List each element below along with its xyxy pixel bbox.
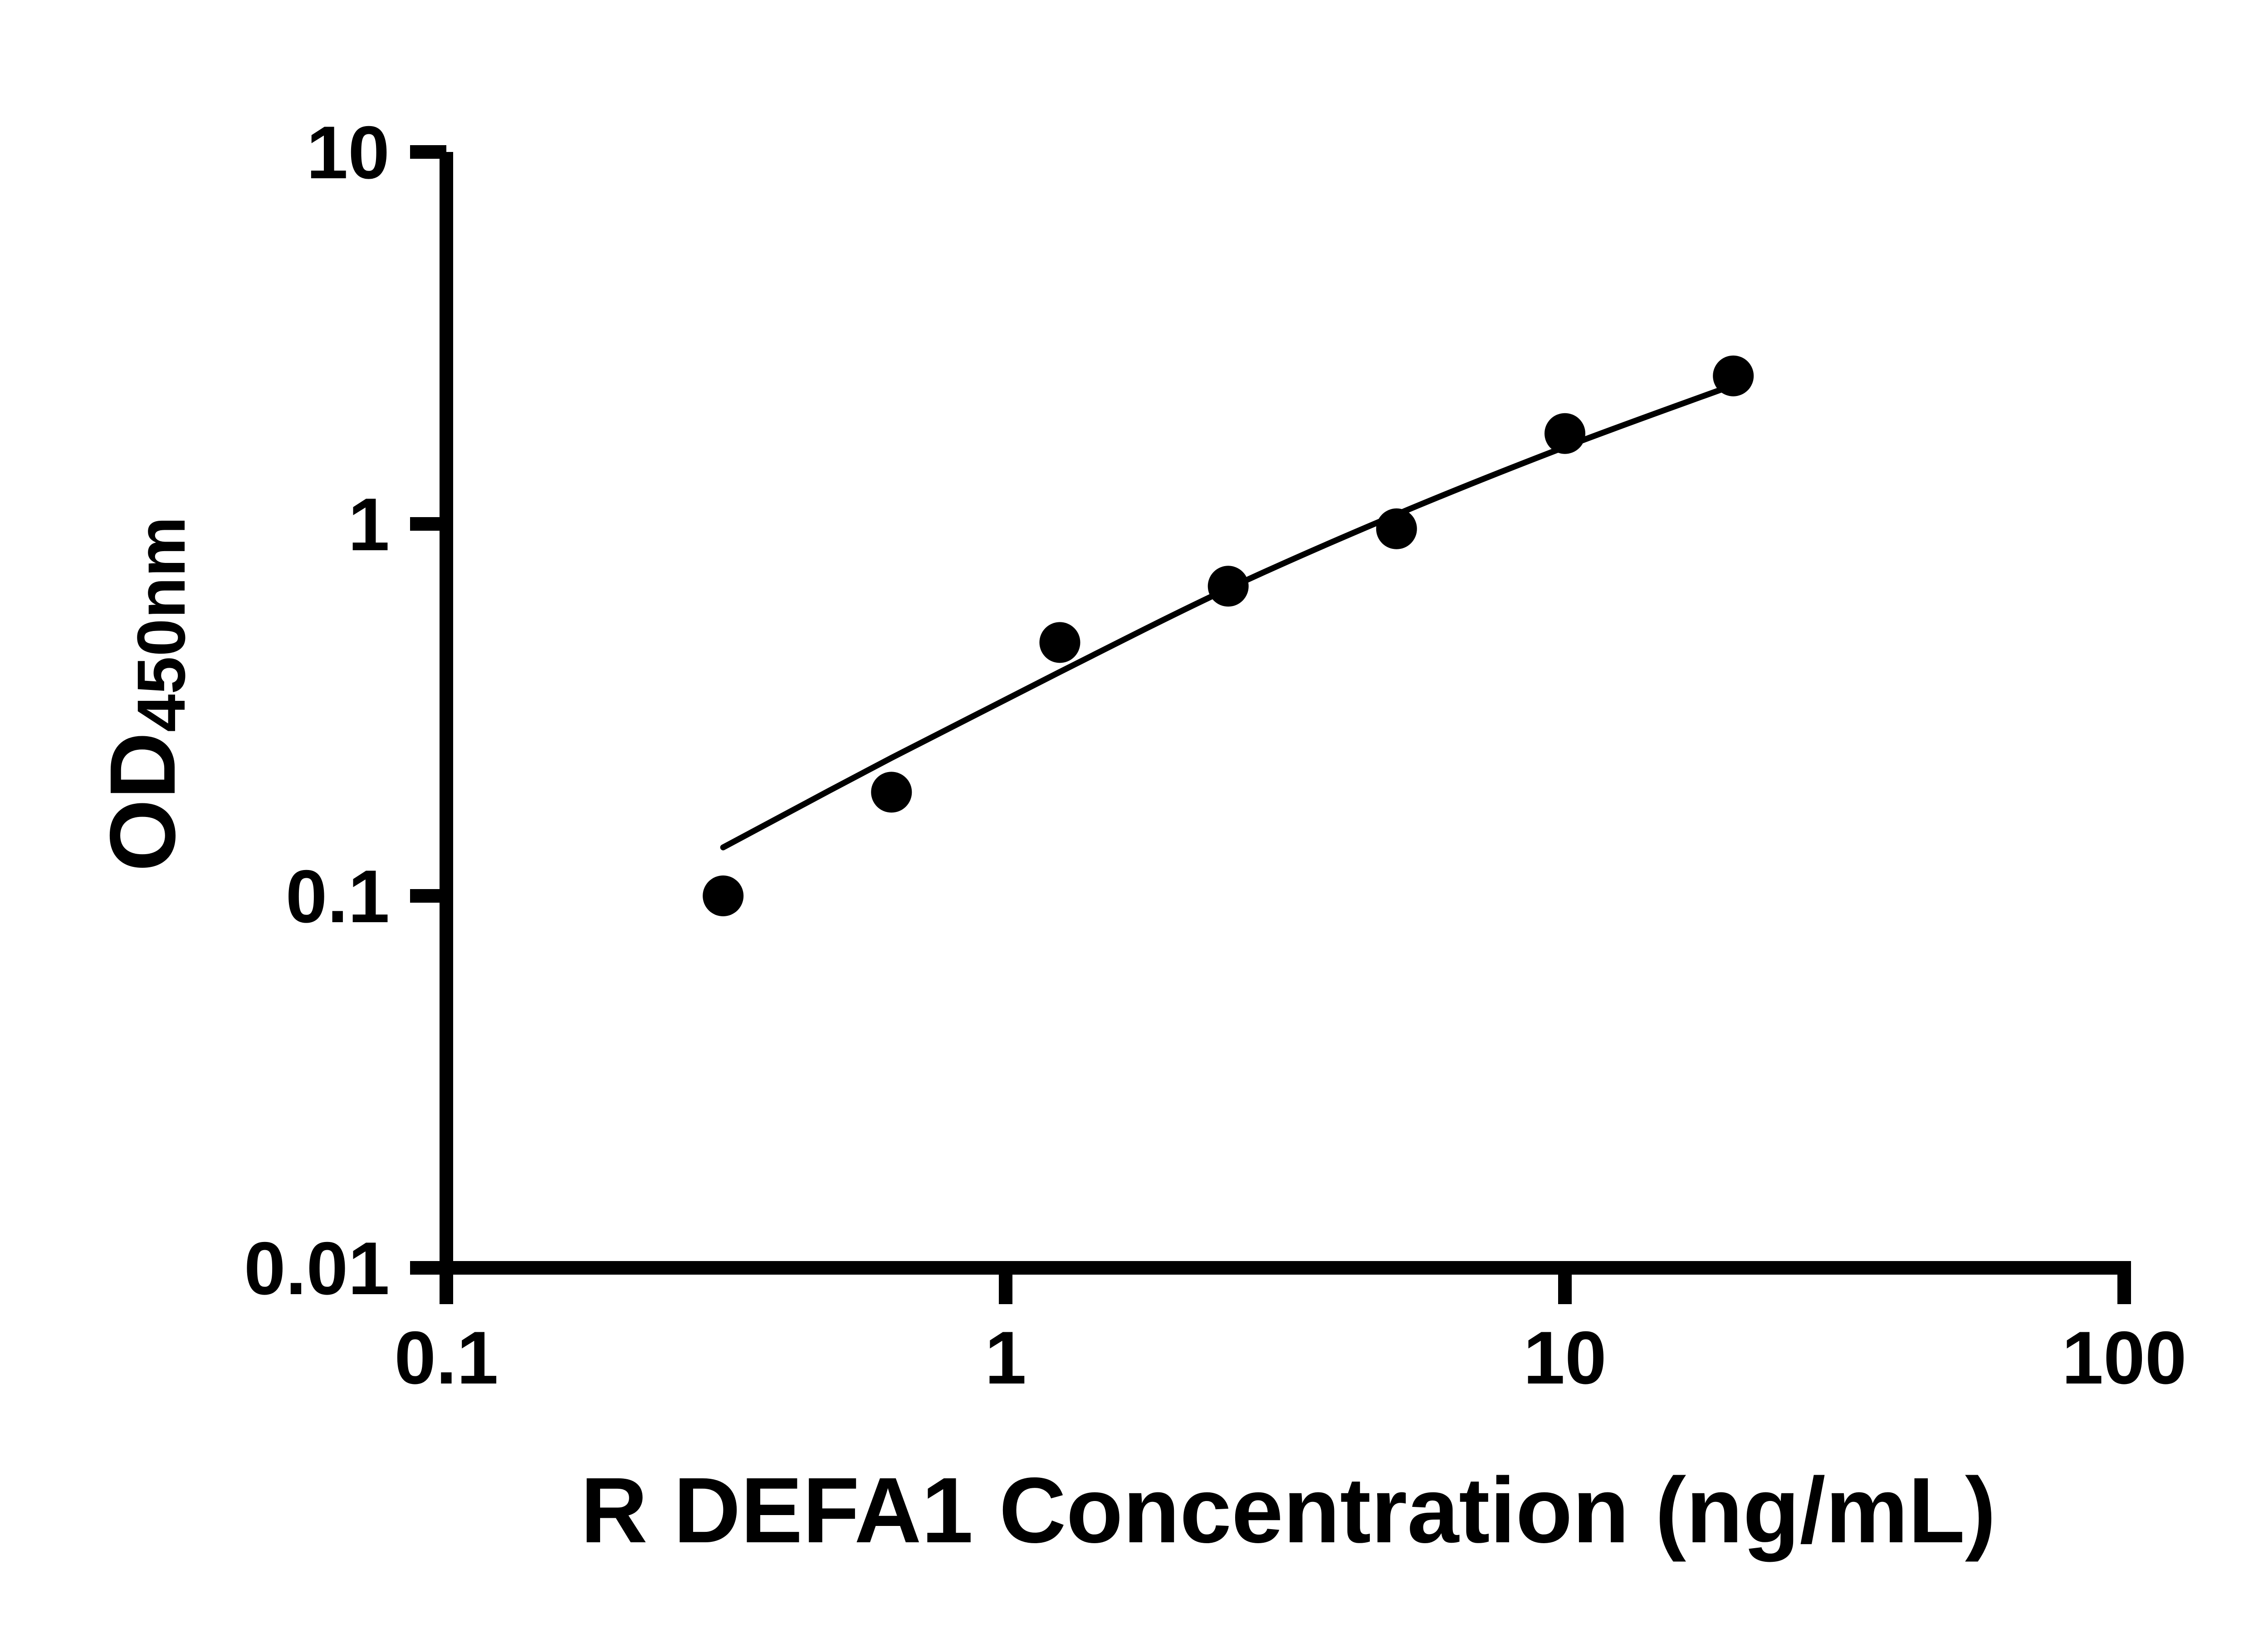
x-tick-label: 0.1 (394, 1316, 498, 1399)
y-axis-title-subscript: 450nm (123, 516, 199, 732)
data-point-marker (871, 772, 912, 813)
data-point-marker (1039, 622, 1080, 663)
x-tick-label: 1 (985, 1316, 1026, 1399)
y-tick-label: 0.1 (286, 855, 390, 938)
data-point-marker (1713, 355, 1754, 396)
data-point-marker (1376, 508, 1417, 549)
y-axis-title: OD450nm (89, 516, 199, 872)
data-point-marker (1545, 413, 1585, 454)
y-axis-title-main: OD (91, 732, 195, 872)
y-tick-label: 10 (306, 111, 390, 194)
y-tick-label: 0.01 (244, 1227, 390, 1310)
x-tick-label: 10 (1523, 1316, 1607, 1399)
fit-curve-line (720, 382, 1736, 851)
y-tick-label: 1 (348, 483, 390, 566)
x-axis-title: R DEFA1 Concentration (ng/mL) (580, 1458, 1996, 1562)
x-tick-label: 100 (2062, 1316, 2186, 1399)
data-point-marker (1207, 566, 1249, 607)
data-point-marker (703, 875, 744, 916)
